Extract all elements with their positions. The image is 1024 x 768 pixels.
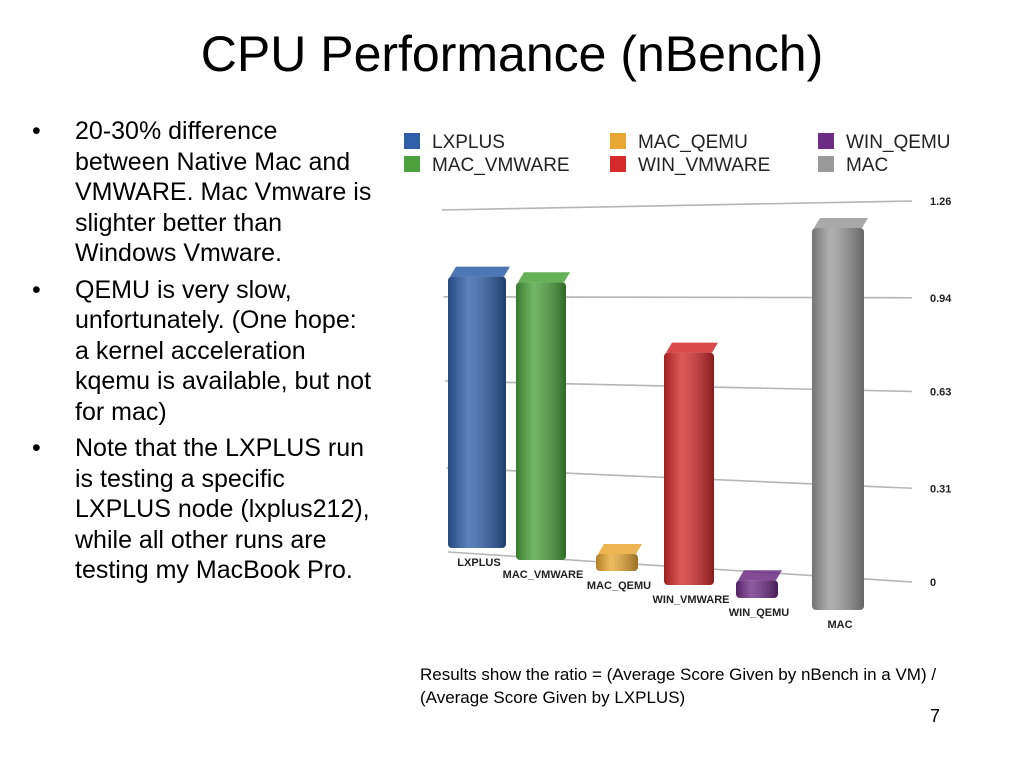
x-category-label: MAC bbox=[827, 619, 852, 631]
bar-shading bbox=[812, 228, 864, 610]
bar-top bbox=[814, 218, 868, 228]
legend-swatch bbox=[404, 156, 420, 172]
bullet-list: • 20-30% difference between Native Mac an… bbox=[30, 116, 375, 592]
bullet-dot: • bbox=[32, 117, 41, 145]
y-tick-label: 0.63 bbox=[930, 387, 951, 399]
bullet-item: • QEMU is very slow, unfortunately. (One … bbox=[30, 275, 375, 428]
legend-label: MAC_QEMU bbox=[638, 132, 748, 153]
bullet-item: • Note that the LXPLUS run is testing a s… bbox=[30, 433, 375, 586]
legend-label: WIN_QEMU bbox=[846, 132, 951, 153]
bar-top bbox=[518, 272, 570, 283]
bar-top bbox=[666, 342, 718, 353]
legend-swatch bbox=[610, 156, 626, 172]
x-category-label: WIN_QEMU bbox=[729, 607, 790, 619]
y-tick-label: 1.26 bbox=[930, 196, 951, 208]
chart-bars bbox=[448, 218, 868, 610]
bar-shading bbox=[736, 580, 778, 598]
bullet-dot: • bbox=[32, 434, 41, 462]
bar-shading bbox=[516, 282, 566, 560]
legend-label: WIN_VMWARE bbox=[638, 155, 770, 176]
bar-chart: LXPLUS MAC_VMWARE MAC_QEMU WIN_VMWARE WIN_QE… bbox=[392, 120, 1012, 660]
legend-swatch bbox=[404, 133, 420, 149]
x-category-label: MAC_QEMU bbox=[587, 580, 651, 592]
bullet-dot: • bbox=[32, 275, 41, 304]
bullet-item: • 20-30% difference between Native Mac an… bbox=[30, 116, 375, 269]
legend-swatch bbox=[818, 133, 834, 149]
y-tick-label: 0.94 bbox=[930, 293, 952, 305]
chart-category-labels: LXPLUSMAC_VMWAREMAC_QEMUWIN_VMWAREWIN_QE… bbox=[457, 557, 852, 631]
page-number: 7 bbox=[929, 706, 940, 726]
legend-label: MAC bbox=[846, 155, 888, 176]
x-category-label: LXPLUS bbox=[457, 557, 500, 569]
y-tick-label: 0 bbox=[930, 577, 936, 589]
bar-shading bbox=[448, 276, 506, 548]
legend-label: LXPLUS bbox=[432, 132, 505, 153]
legend-label: MAC_VMWARE bbox=[432, 155, 570, 176]
slide-title: CPU Performance (nBench) bbox=[200, 26, 824, 82]
legend-swatch bbox=[818, 156, 834, 172]
bullet-text: Note that the LXPLUS run is testing a sp… bbox=[75, 434, 370, 584]
bullet-text: 20-30% difference between Native Mac and… bbox=[75, 117, 372, 267]
chart-svg: LXPLUSMAC_VMWAREMAC_QEMUWIN_VMWAREWIN_QE… bbox=[404, 132, 952, 631]
legend-swatch bbox=[610, 133, 626, 149]
bar-shading bbox=[596, 553, 638, 571]
x-category-label: WIN_VMWARE bbox=[653, 594, 730, 606]
x-category-label: MAC_VMWARE bbox=[503, 569, 584, 581]
bar-top bbox=[598, 543, 642, 554]
bullet-text: QEMU is very slow, unfortunately. (One h… bbox=[75, 275, 372, 426]
y-tick-label: 0.31 bbox=[930, 483, 951, 495]
bar-top bbox=[738, 570, 782, 581]
chart-caption: Results show the ratio = (Average Score … bbox=[420, 665, 937, 707]
gridline bbox=[441, 200, 913, 211]
bar-top bbox=[450, 266, 510, 277]
bar-shading bbox=[664, 352, 714, 585]
